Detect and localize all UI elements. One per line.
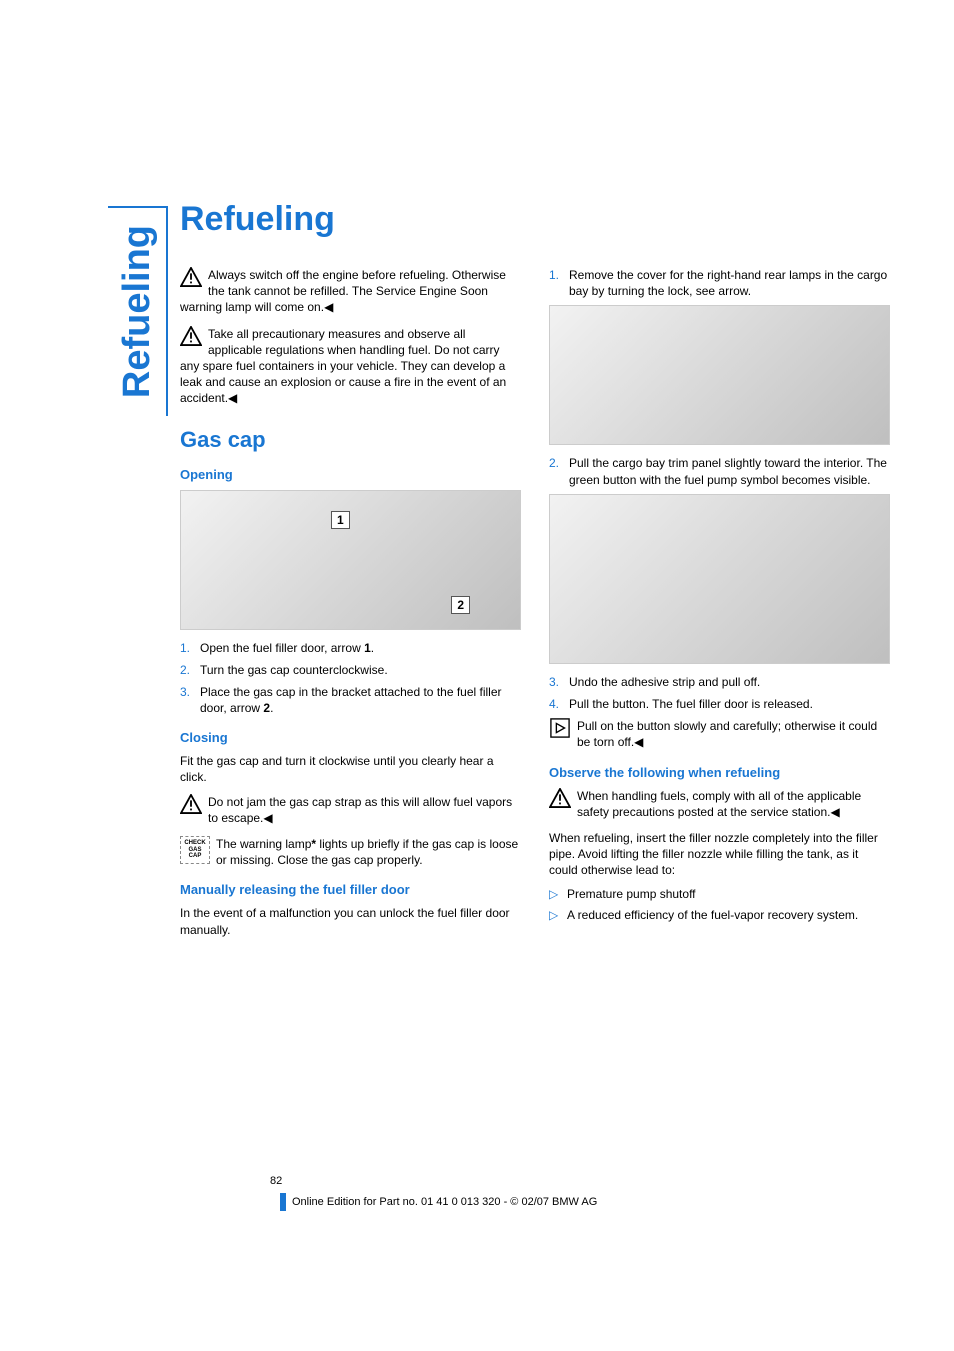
figure-label-1: 1 [331,511,350,529]
warning-icon [180,267,202,287]
end-mark: ◀ [830,805,839,819]
end-mark: ◀ [324,300,333,314]
step-number: 1. [180,640,200,656]
step-number: 2. [180,662,200,678]
step-text: Open the fuel filler door, arrow 1. [200,640,374,656]
figure-label-2: 2 [451,596,470,614]
warning-icon [549,788,571,808]
side-tab: Refueling [108,206,168,416]
warning-block-closing: Do not jam the gas cap strap as this wil… [180,794,521,826]
end-mark: ◀ [228,391,237,405]
list-item: 3. Undo the adhesive strip and pull off. [549,674,890,690]
observe-list: ▷ Premature pump shutoff ▷ A reduced eff… [549,886,890,922]
end-mark: ◀ [634,735,643,749]
bullet-mark: ▷ [549,907,567,923]
info-icon [549,718,571,738]
gas-cap-heading: Gas cap [180,427,521,453]
observe-para: When refueling, insert the filler nozzle… [549,830,890,879]
step-number: 3. [549,674,569,690]
observe-warning-block: When handling fuels, comply with all of … [549,788,890,820]
step-number: 1. [549,267,569,299]
warning-block-2: Take all precautionary measures and obse… [180,326,521,407]
step-number: 3. [180,684,200,716]
list-item: ▷ Premature pump shutoff [549,886,890,902]
list-item: 4. Pull the button. The fuel filler door… [549,696,890,712]
figure-cargo-cover [549,305,890,445]
list-item: 2. Turn the gas cap counterclockwise. [180,662,521,678]
right-column: 1. Remove the cover for the right-hand r… [549,267,890,946]
bullet-text: A reduced efficiency of the fuel-vapor r… [567,907,858,923]
step-text: Pull the cargo bay trim panel slightly t… [569,455,890,487]
check-gascap-icon: CHECK GAS CAP [180,836,210,864]
observe-heading: Observe the following when refueling [549,765,890,780]
list-item: 2. Pull the cargo bay trim panel slightl… [549,455,890,487]
bullet-text: Premature pump shutoff [567,886,696,902]
step-text: Pull the button. The fuel filler door is… [569,696,813,712]
closing-para: Fit the gas cap and turn it clockwise un… [180,753,521,785]
warning-closing-text: Do not jam the gas cap strap as this wil… [208,795,512,825]
warning-icon [180,326,202,346]
step-text: Turn the gas cap counterclockwise. [200,662,388,678]
list-item: 1. Open the fuel filler door, arrow 1. [180,640,521,656]
manual-release-steps-3: 3. Undo the adhesive strip and pull off.… [549,674,890,712]
page-number: 82 [270,1175,890,1187]
warning-icon [180,794,202,814]
side-tab-label: Refueling [116,225,159,398]
opening-steps: 1. Open the fuel filler door, arrow 1. 2… [180,640,521,717]
gascap-warning-text: The warning lamp* lights up briefly if t… [216,837,518,867]
figure-gas-cap: 1 2 [180,490,521,630]
step-number: 2. [549,455,569,487]
step-text: Undo the adhesive strip and pull off. [569,674,760,690]
opening-heading: Opening [180,467,521,482]
warning-1-text: Always switch off the engine before refu… [180,268,506,314]
list-item: ▷ A reduced efficiency of the fuel-vapor… [549,907,890,923]
edition-line: Online Edition for Part no. 01 41 0 013 … [280,1193,890,1211]
closing-heading: Closing [180,730,521,745]
page-title: Refueling [180,200,890,239]
end-mark: ◀ [263,811,272,825]
bullet-mark: ▷ [549,886,567,902]
step-text: Place the gas cap in the bracket attache… [200,684,521,716]
info-block: Pull on the button slowly and carefully;… [549,718,890,750]
manual-release-heading: Manually releasing the fuel filler door [180,882,521,897]
observe-warn-text: When handling fuels, comply with all of … [577,789,861,819]
step-text: Remove the cover for the right-hand rear… [569,267,890,299]
manual-release-para: In the event of a malfunction you can un… [180,905,521,937]
list-item: 3. Place the gas cap in the bracket atta… [180,684,521,716]
figure-trim-panel [549,494,890,664]
warning-block-1: Always switch off the engine before refu… [180,267,521,316]
page-footer: 82 Online Edition for Part no. 01 41 0 0… [180,1175,890,1211]
step-number: 4. [549,696,569,712]
manual-release-steps-1: 1. Remove the cover for the right-hand r… [549,267,890,299]
gascap-warning-block: CHECK GAS CAP The warning lamp* lights u… [180,836,521,868]
footer-bar [280,1193,286,1211]
page-content: Refueling Always switch off the engine b… [180,200,890,946]
manual-release-steps-2: 2. Pull the cargo bay trim panel slightl… [549,455,890,487]
left-column: Always switch off the engine before refu… [180,267,521,946]
info-text: Pull on the button slowly and carefully;… [577,719,877,749]
list-item: 1. Remove the cover for the right-hand r… [549,267,890,299]
